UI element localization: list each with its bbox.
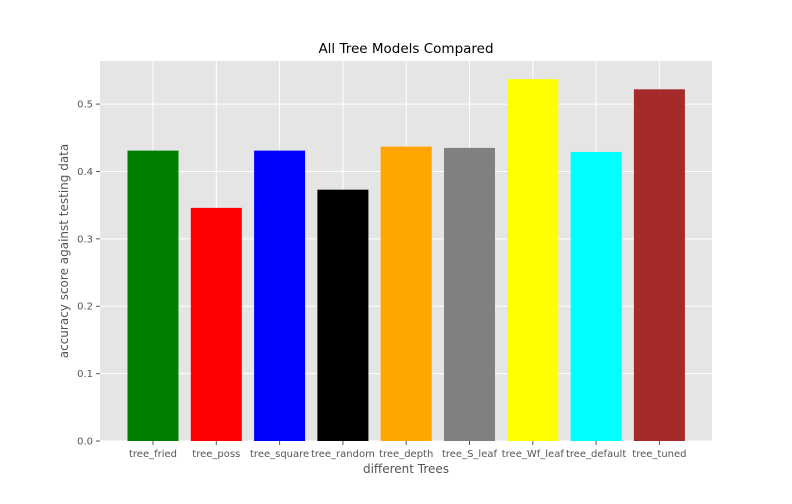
x-axis-ticks: tree_fried tree_poss tree_square tree_rando…: [129, 441, 687, 460]
bar-tree_fried: [127, 150, 179, 441]
y-axis-ticks: 0.0 0.1 0.2 0.3 0.4 0.5: [77, 100, 100, 448]
x-tick-label: tree_default: [566, 449, 626, 460]
x-tick-label: tree_S_leaf: [442, 449, 498, 460]
chart-title: All Tree Models Compared: [318, 41, 493, 57]
x-tick-label: tree_fried: [129, 449, 177, 460]
y-tick-label: 0.3: [77, 234, 93, 245]
bar-tree_random: [317, 189, 369, 441]
bar-tree_tuned: [633, 89, 685, 441]
bar-tree_poss: [190, 207, 242, 441]
y-tick-label: 0.0: [77, 437, 93, 448]
x-tick-label: tree_poss: [192, 449, 240, 460]
x-tick-label: tree_random: [311, 449, 375, 460]
x-tick-label: tree_tuned: [632, 449, 686, 460]
bars: [127, 79, 685, 441]
bar-tree_square: [254, 150, 306, 441]
x-tick-label: tree_depth: [379, 449, 433, 460]
bar-tree_depth: [380, 146, 432, 441]
x-tick-label: tree_square: [250, 449, 309, 460]
y-axis-label: accuracy score against testing data: [57, 144, 71, 359]
y-tick-label: 0.1: [77, 369, 93, 380]
x-tick-label: tree_Wf_leaf: [502, 449, 565, 460]
x-axis-label: different Trees: [363, 462, 449, 476]
y-tick-label: 0.5: [77, 100, 93, 111]
bar-tree_default: [570, 151, 622, 441]
y-tick-label: 0.2: [77, 302, 93, 313]
y-tick-label: 0.4: [77, 167, 93, 178]
bar-tree_S_leaf: [444, 147, 495, 441]
bar-tree_Wf_leaf: [507, 79, 559, 441]
